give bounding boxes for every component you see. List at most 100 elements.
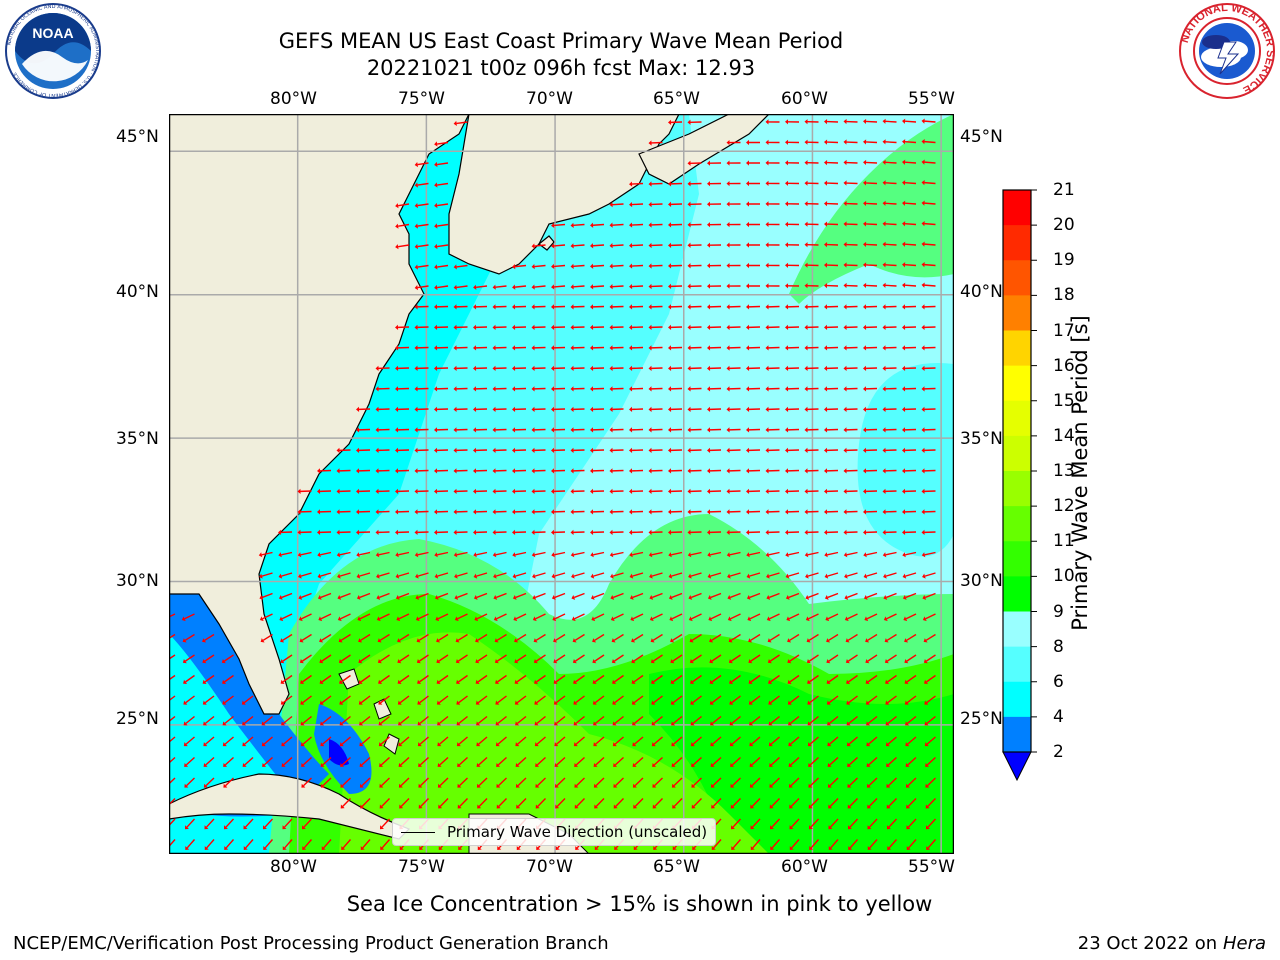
wave-arrow bbox=[574, 798, 585, 809]
wave-arrow bbox=[921, 447, 936, 453]
wave-arrow bbox=[746, 468, 761, 474]
wave-arrow bbox=[921, 406, 936, 412]
wave-arrow bbox=[648, 181, 663, 187]
wave-arrow bbox=[453, 468, 468, 474]
wave-arrow bbox=[670, 674, 683, 684]
colorbar-extend-min bbox=[1002, 751, 1032, 782]
colorbar-segment bbox=[1003, 365, 1031, 402]
wave-arrow bbox=[765, 324, 780, 330]
wave-arrow bbox=[785, 365, 800, 371]
wave-arrow bbox=[169, 715, 176, 723]
legend-label: Primary Wave Direction (unscaled) bbox=[447, 823, 708, 841]
wave-arrow bbox=[668, 324, 683, 330]
wave-arrow bbox=[551, 304, 566, 310]
wave-arrow bbox=[222, 695, 234, 705]
wave-arrow bbox=[707, 201, 722, 207]
wave-arrow bbox=[923, 633, 936, 643]
wave-arrow bbox=[688, 613, 702, 622]
wave-arrow bbox=[786, 613, 800, 622]
wave-arrow bbox=[183, 715, 195, 726]
wave-arrow bbox=[414, 345, 429, 351]
wave-arrow bbox=[748, 695, 761, 705]
wave-arrow bbox=[885, 695, 897, 705]
wave-arrow bbox=[843, 159, 858, 166]
wave-arrow bbox=[843, 406, 858, 412]
wave-arrow bbox=[590, 365, 605, 371]
wave-arrow bbox=[785, 201, 800, 207]
wave-arrow bbox=[863, 324, 878, 330]
wave-arrow bbox=[514, 633, 527, 643]
wave-arrow bbox=[765, 221, 780, 227]
wave-arrow bbox=[882, 529, 897, 535]
wave-arrow bbox=[415, 572, 429, 579]
wave-arrow bbox=[687, 181, 702, 187]
wave-arrow bbox=[746, 488, 761, 494]
wave-arrow bbox=[729, 736, 741, 747]
wave-arrow bbox=[787, 633, 800, 643]
wave-arrow bbox=[434, 161, 449, 168]
wave-arrow bbox=[223, 756, 234, 767]
wave-arrow bbox=[202, 654, 215, 664]
wave-arrow bbox=[632, 736, 644, 747]
wave-arrow bbox=[925, 756, 936, 767]
wave-arrow bbox=[612, 674, 624, 684]
wave-arrow bbox=[629, 572, 644, 579]
wave-arrow bbox=[609, 386, 624, 392]
wave-arrow bbox=[457, 777, 468, 788]
wave-arrow bbox=[535, 756, 546, 767]
wave-arrow bbox=[846, 715, 858, 726]
wave-arrow bbox=[921, 529, 936, 535]
wave-arrow bbox=[356, 447, 371, 453]
wave-arrow bbox=[496, 798, 507, 809]
wave-arrow bbox=[902, 488, 917, 494]
wave-arrow bbox=[707, 160, 722, 166]
wave-arrow bbox=[707, 324, 722, 330]
wave-arrow bbox=[594, 798, 605, 809]
wave-arrow bbox=[339, 715, 351, 726]
wave-arrow bbox=[376, 613, 390, 622]
wave-arrow bbox=[905, 756, 917, 767]
wave-arrow bbox=[512, 324, 527, 330]
wave-arrow bbox=[726, 529, 741, 535]
wave-arrow bbox=[767, 633, 780, 643]
wave-arrow bbox=[863, 509, 878, 515]
wave-arrow bbox=[492, 509, 507, 515]
wave-arrow bbox=[613, 798, 624, 809]
wave-arrow bbox=[671, 777, 683, 788]
colorbar-segment bbox=[1003, 576, 1031, 612]
wave-arrow bbox=[766, 592, 780, 600]
period-region-bahamas-blue bbox=[314, 704, 372, 794]
wave-arrow bbox=[592, 674, 605, 684]
wave-arrow bbox=[474, 613, 488, 622]
wave-arrow bbox=[866, 756, 878, 767]
wave-arrow bbox=[785, 406, 800, 412]
wave-arrow bbox=[570, 304, 585, 310]
wave-arrow bbox=[785, 139, 800, 145]
wave-arrow bbox=[554, 777, 566, 788]
wave-arrow bbox=[905, 736, 917, 747]
wave-arrow bbox=[531, 365, 546, 371]
wave-arrow bbox=[512, 406, 527, 412]
wave-arrow bbox=[687, 406, 702, 412]
wave-arrow bbox=[551, 468, 566, 474]
wave-arrow bbox=[924, 674, 936, 684]
wave-arrow bbox=[496, 756, 507, 767]
wave-arrow bbox=[843, 324, 858, 330]
wave-arrow bbox=[707, 427, 722, 433]
wave-arrow bbox=[765, 262, 780, 268]
wave-arrow bbox=[262, 756, 273, 767]
wave-arrow bbox=[551, 263, 566, 270]
wave-arrow bbox=[532, 592, 546, 600]
wave-arrow bbox=[453, 120, 468, 126]
wave-arrow bbox=[609, 222, 624, 228]
wave-arrow bbox=[395, 572, 410, 579]
wave-arrow bbox=[804, 221, 819, 227]
wave-arrow bbox=[882, 447, 897, 453]
wave-arrow bbox=[169, 654, 176, 660]
wave-arrow bbox=[457, 798, 468, 809]
wave-arrow bbox=[336, 447, 351, 453]
wave-arrow bbox=[789, 798, 800, 809]
wave-arrow bbox=[243, 839, 254, 851]
wave-arrow bbox=[726, 283, 741, 289]
wave-arrow bbox=[902, 529, 917, 535]
